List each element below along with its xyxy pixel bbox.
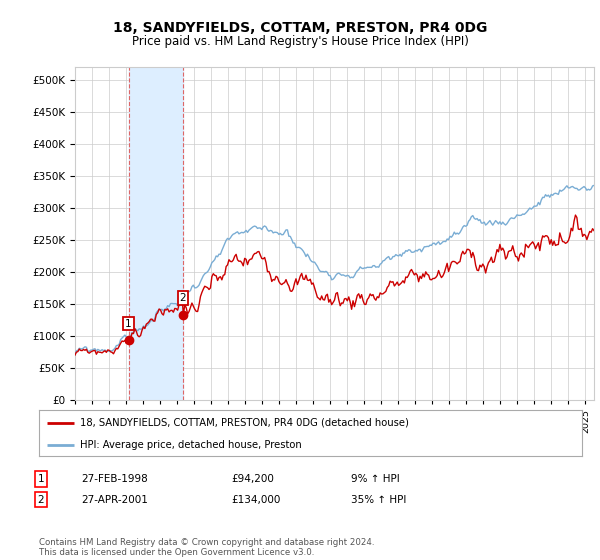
Text: 18, SANDYFIELDS, COTTAM, PRESTON, PR4 0DG (detached house): 18, SANDYFIELDS, COTTAM, PRESTON, PR4 0D… <box>80 418 409 428</box>
Text: 2: 2 <box>37 494 44 505</box>
Text: 1: 1 <box>37 474 44 484</box>
Text: HPI: Average price, detached house, Preston: HPI: Average price, detached house, Pres… <box>80 440 301 450</box>
Text: 1: 1 <box>125 319 132 329</box>
Text: Price paid vs. HM Land Registry's House Price Index (HPI): Price paid vs. HM Land Registry's House … <box>131 35 469 48</box>
Text: £94,200: £94,200 <box>231 474 274 484</box>
Text: 2: 2 <box>179 293 186 303</box>
Text: £134,000: £134,000 <box>231 494 280 505</box>
Text: Contains HM Land Registry data © Crown copyright and database right 2024.
This d: Contains HM Land Registry data © Crown c… <box>39 538 374 557</box>
Text: 27-FEB-1998: 27-FEB-1998 <box>81 474 148 484</box>
Text: 18, SANDYFIELDS, COTTAM, PRESTON, PR4 0DG: 18, SANDYFIELDS, COTTAM, PRESTON, PR4 0D… <box>113 21 487 35</box>
Text: 27-APR-2001: 27-APR-2001 <box>81 494 148 505</box>
Bar <box>128 67 183 400</box>
Text: 35% ↑ HPI: 35% ↑ HPI <box>351 494 406 505</box>
Text: 9% ↑ HPI: 9% ↑ HPI <box>351 474 400 484</box>
